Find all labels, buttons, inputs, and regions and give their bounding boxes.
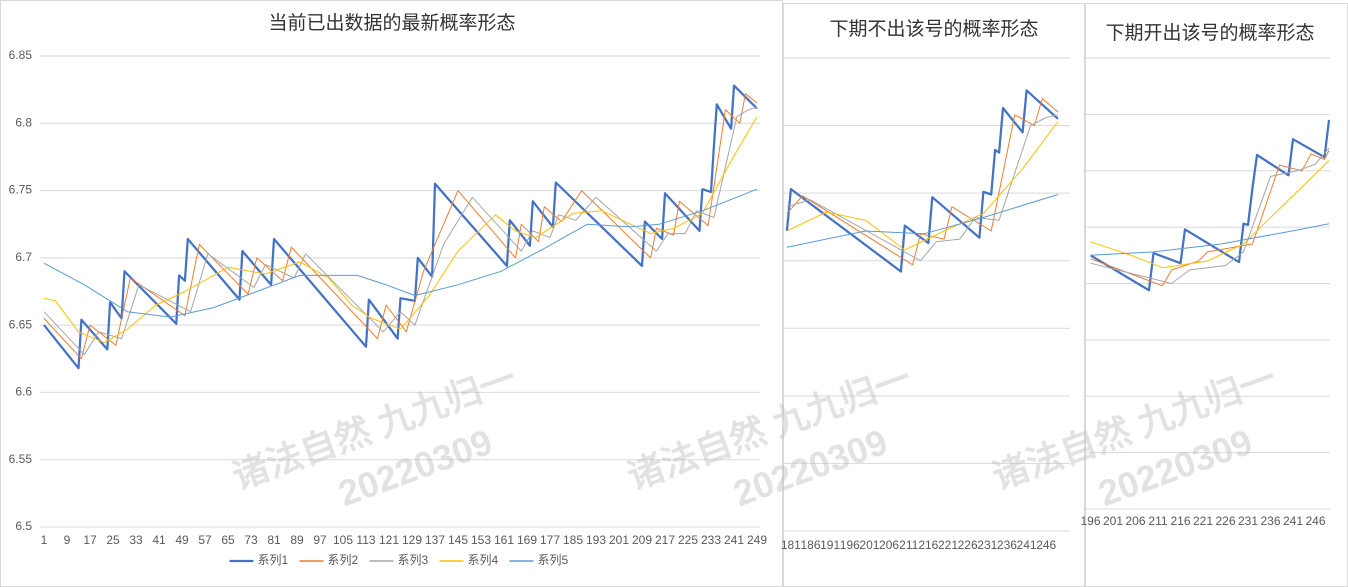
panel bbox=[783, 3, 1085, 587]
x-tick-label: 241 bbox=[1017, 538, 1037, 552]
series-line bbox=[786, 194, 1059, 248]
chart-title: 下期开出该号的概率形态 bbox=[1105, 22, 1314, 44]
x-tick-label: 246 bbox=[1036, 538, 1056, 552]
chart-title: 下期不出该号的概率形态 bbox=[829, 18, 1038, 40]
legend-label: 系列3 bbox=[398, 553, 429, 567]
y-tick-label: 6.55 bbox=[9, 452, 33, 466]
x-tick-label: 161 bbox=[494, 533, 514, 547]
series-line bbox=[1090, 147, 1330, 284]
x-tick-label: 185 bbox=[563, 533, 583, 547]
x-tick-label: 33 bbox=[129, 533, 143, 547]
x-tick-label: 217 bbox=[655, 533, 675, 547]
y-tick-label: 6.8 bbox=[15, 115, 32, 129]
x-tick-label: 65 bbox=[221, 533, 235, 547]
x-tick-label: 241 bbox=[724, 533, 744, 547]
series-line bbox=[1090, 223, 1330, 256]
x-tick-label: 196 bbox=[840, 538, 860, 552]
series-line bbox=[786, 98, 1059, 266]
panel bbox=[1085, 3, 1348, 587]
x-tick-label: 9 bbox=[64, 533, 71, 547]
y-tick-label: 6.7 bbox=[15, 250, 32, 264]
x-tick-label: 209 bbox=[632, 533, 652, 547]
x-tick-label: 191 bbox=[820, 538, 840, 552]
legend-label: 系列2 bbox=[328, 553, 359, 567]
y-tick-label: 6.6 bbox=[15, 385, 32, 399]
x-tick-label: 211 bbox=[899, 538, 918, 552]
x-tick-label: 221 bbox=[1193, 514, 1213, 528]
x-tick-label: 201 bbox=[609, 533, 629, 547]
x-tick-label: 206 bbox=[1125, 514, 1145, 528]
x-tick-label: 221 bbox=[938, 538, 958, 552]
x-tick-label: 206 bbox=[879, 538, 899, 552]
x-tick-label: 216 bbox=[918, 538, 938, 552]
series-line bbox=[1090, 150, 1330, 287]
panel bbox=[0, 0, 783, 587]
x-tick-label: 81 bbox=[267, 533, 281, 547]
x-tick-label: 249 bbox=[747, 533, 767, 547]
x-tick-label: 186 bbox=[800, 538, 820, 552]
series-line bbox=[43, 84, 758, 370]
chart-title: 当前已出数据的最新概率形态 bbox=[268, 12, 515, 34]
x-tick-label: 41 bbox=[152, 533, 166, 547]
series-line bbox=[786, 114, 1059, 262]
x-tick-label: 196 bbox=[1080, 514, 1100, 528]
x-tick-label: 246 bbox=[1305, 514, 1325, 528]
x-tick-label: 225 bbox=[678, 533, 698, 547]
x-tick-label: 49 bbox=[175, 533, 189, 547]
x-tick-label: 216 bbox=[1170, 514, 1190, 528]
y-tick-label: 6.5 bbox=[15, 519, 32, 533]
x-tick-label: 137 bbox=[425, 533, 445, 547]
x-tick-label: 226 bbox=[1215, 514, 1235, 528]
x-tick-label: 236 bbox=[1260, 514, 1280, 528]
x-tick-label: 231 bbox=[1238, 514, 1258, 528]
series-line bbox=[1089, 119, 1331, 292]
x-tick-label: 201 bbox=[1103, 514, 1123, 528]
x-tick-label: 1 bbox=[41, 533, 48, 547]
x-tick-label: 25 bbox=[106, 533, 120, 547]
series-line bbox=[43, 93, 758, 360]
x-tick-label: 121 bbox=[379, 533, 399, 547]
x-tick-label: 73 bbox=[244, 533, 258, 547]
x-tick-label: 177 bbox=[540, 533, 560, 547]
x-tick-label: 17 bbox=[83, 533, 97, 547]
x-tick-label: 113 bbox=[356, 533, 375, 547]
legend-label: 系列4 bbox=[468, 553, 499, 567]
x-tick-label: 236 bbox=[997, 538, 1017, 552]
x-tick-label: 233 bbox=[701, 533, 721, 547]
x-tick-label: 145 bbox=[448, 533, 468, 547]
series-line bbox=[43, 188, 758, 318]
series-line bbox=[1090, 160, 1330, 269]
x-tick-label: 153 bbox=[471, 533, 491, 547]
x-tick-label: 181 bbox=[781, 538, 801, 552]
series-line bbox=[43, 116, 758, 344]
series-line bbox=[785, 89, 1059, 273]
x-tick-label: 129 bbox=[402, 533, 422, 547]
y-tick-label: 6.75 bbox=[9, 183, 33, 197]
y-tick-label: 6.85 bbox=[9, 48, 33, 62]
x-tick-label: 193 bbox=[586, 533, 606, 547]
x-tick-label: 169 bbox=[517, 533, 537, 547]
legend-label: 系列5 bbox=[538, 553, 569, 567]
x-tick-label: 57 bbox=[198, 533, 212, 547]
x-tick-label: 89 bbox=[290, 533, 304, 547]
y-tick-label: 6.65 bbox=[9, 317, 33, 331]
x-tick-label: 211 bbox=[1148, 514, 1167, 528]
series-line bbox=[786, 121, 1059, 251]
x-tick-label: 241 bbox=[1283, 514, 1303, 528]
x-tick-label: 231 bbox=[977, 538, 997, 552]
x-tick-label: 105 bbox=[333, 533, 353, 547]
x-tick-label: 226 bbox=[958, 538, 978, 552]
x-tick-label: 97 bbox=[313, 533, 327, 547]
x-tick-label: 201 bbox=[859, 538, 879, 552]
legend-label: 系列1 bbox=[258, 553, 289, 567]
series-line bbox=[43, 106, 758, 356]
